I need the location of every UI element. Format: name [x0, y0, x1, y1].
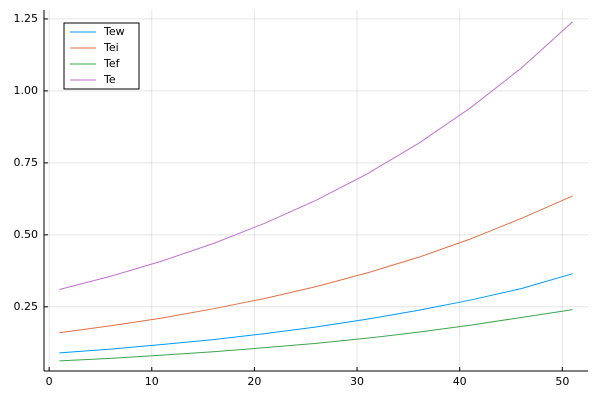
- x-tick-label: 30: [350, 375, 364, 388]
- y-tick-label: 1.00: [14, 84, 39, 97]
- x-tick-label: 40: [453, 375, 467, 388]
- x-tick-label: 10: [145, 375, 159, 388]
- x-tick-label: 50: [555, 375, 569, 388]
- line: [59, 21, 573, 291]
- y-tick-label: 0.50: [14, 228, 39, 241]
- line: [59, 273, 573, 354]
- x-tick-label: 0: [46, 375, 53, 388]
- line: [59, 309, 573, 362]
- x-tick-label: 20: [247, 375, 261, 388]
- legend-label: Tef: [103, 57, 121, 70]
- y-tick-label: 0.25: [14, 300, 39, 313]
- legend-label: Te: [103, 73, 116, 86]
- y-tick-label: 1.25: [14, 12, 39, 25]
- y-tick-label: 0.75: [14, 156, 39, 169]
- legend-label: Tew: [103, 25, 125, 38]
- legend-label: Tei: [103, 41, 119, 54]
- line: [59, 195, 573, 334]
- legend-box: [63, 22, 140, 90]
